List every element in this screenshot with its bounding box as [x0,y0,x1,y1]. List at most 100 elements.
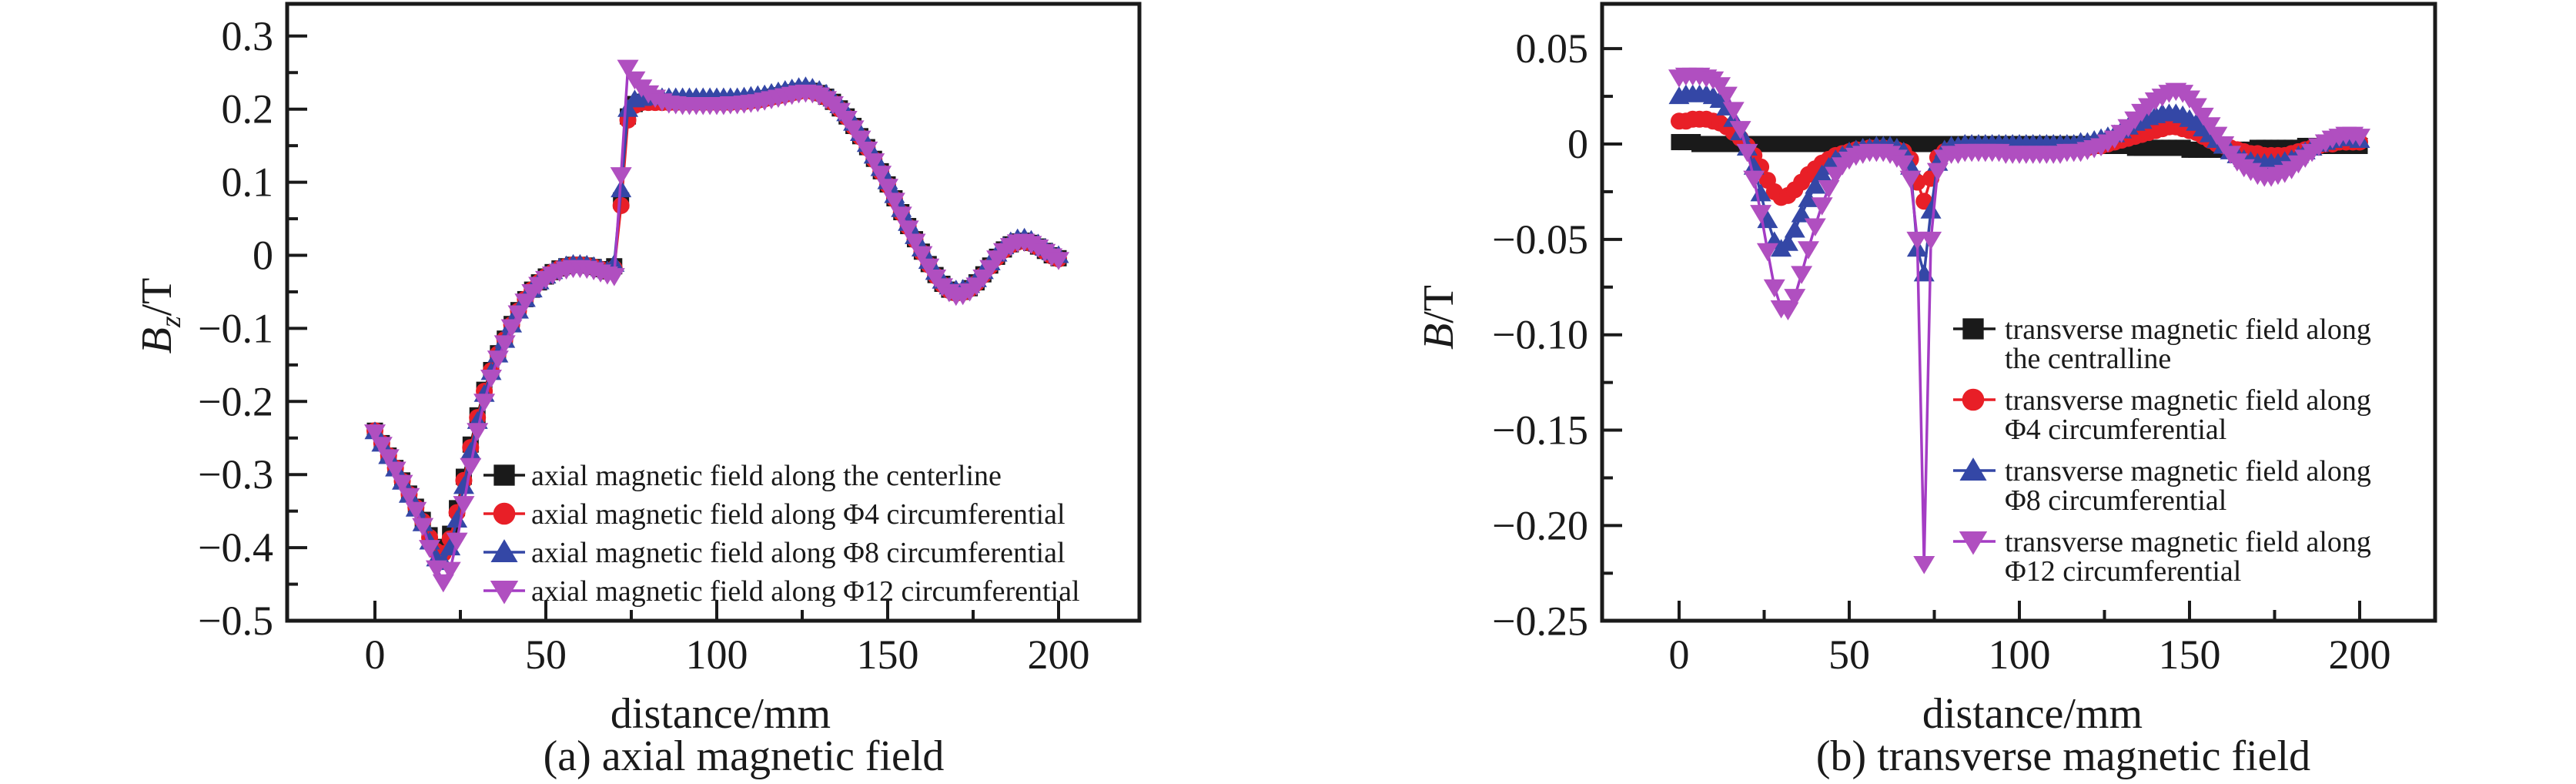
y-tick-label: 0.3 [222,13,274,59]
triangle-down-marker [1750,205,1772,223]
triangle-down-marker [610,167,632,186]
triangle-down-marker [500,319,523,338]
y-tick-label: 0.2 [222,86,274,132]
triangle-down-marker [507,305,530,323]
x-tick-label: 0 [365,632,386,678]
legend-circle-icon [1962,388,1985,411]
y-tick-label: −0.05 [1492,216,1588,263]
legend-triangle-up-icon [1959,457,1987,481]
triangle-down-marker [432,574,454,593]
triangle-down-marker [493,335,516,353]
x-tick-label: 50 [525,632,567,678]
x-tick-label: 50 [1828,632,1870,678]
triangle-down-marker [2199,117,2221,136]
y-tick-label: −0.5 [198,598,273,644]
legend-square-icon [493,464,515,486]
legend-circle-icon [493,502,516,525]
legend-triangle-down-icon [490,581,519,605]
triangle-down-marker [897,220,919,239]
triangle-down-marker [446,532,468,551]
triangle-down-marker [480,369,502,388]
legend-label: transverse magnetic field along [2005,313,2371,346]
triangle-down-marker [1722,102,1745,120]
triangle-down-marker [460,457,482,477]
triangle-down-marker [1818,179,1840,199]
y-tick-label: −0.1 [198,305,273,351]
triangle-down-marker [870,166,892,184]
triangle-up-marker [1743,156,1765,175]
triangle-down-marker [467,423,489,441]
triangle-down-marker [391,474,413,494]
legend-label: axial magnetic field along Φ8 circumfere… [531,537,1066,569]
triangle-down-marker [1926,162,1949,182]
triangle-down-marker [1797,241,1819,260]
chart-caption: (b) transverse magnetic field [1816,732,2310,780]
triangle-down-marker [918,258,940,277]
triangle-up-marker [460,441,481,460]
triangle-down-marker [1756,243,1778,262]
series-2 [364,76,1069,571]
triangle-down-marker [2206,126,2228,146]
triangle-up-marker [1791,204,1812,223]
legend-label: transverse magnetic field along [2005,384,2371,417]
y-tick-label: 0 [1567,121,1588,167]
triangle-down-marker [1913,555,1935,575]
legend-triangle-down-icon [1959,531,1988,555]
triangle-down-marker [2192,107,2214,126]
triangle-down-marker [473,394,496,412]
triangle-down-marker [1777,302,1799,320]
triangle-down-marker [849,130,871,149]
triangle-down-marker [405,501,427,521]
legend-label: transverse magnetic field along [2005,526,2371,558]
triangle-up-marker [1777,233,1798,251]
triangle-down-marker [377,449,400,467]
legend-label: axial magnetic field along the centerlin… [531,460,1002,492]
x-tick-label: 100 [686,632,748,678]
y-tick-label: −0.15 [1492,407,1588,454]
triangle-up-marker [1805,176,1826,194]
y-tick-label: −0.2 [198,378,273,424]
triangle-down-marker [1920,231,1942,250]
axis-title-y: B/T [1415,285,1463,350]
legend-square-icon [1962,318,1984,340]
legend-label: Φ4 circumferential [2005,414,2226,446]
triangle-down-marker [617,59,639,79]
triangle-up-marker [453,476,474,494]
triangle-down-marker [904,233,926,252]
triangle-down-marker [453,496,475,514]
y-tick-label: 0.05 [1516,25,1589,72]
triangle-down-marker [1784,289,1806,307]
triangle-down-marker [1736,143,1758,162]
triangle-down-marker [863,153,885,172]
triangle-down-marker [487,350,509,369]
triangle-down-marker [2349,129,2370,147]
x-tick-label: 200 [1028,632,1090,678]
triangle-down-marker [1892,155,1915,174]
y-tick-label: −0.4 [198,524,273,571]
triangle-down-marker [835,111,858,129]
axis-title-y: Bz/T [133,278,187,354]
triangle-down-marker [419,540,441,558]
y-tick-label: −0.25 [1492,598,1588,644]
triangle-down-marker [1715,86,1738,106]
triangle-up-marker [1750,183,1771,202]
legend-label: transverse magnetic field along [2005,455,2371,487]
triangle-down-marker [1048,252,1069,270]
triangle-down-marker [364,424,386,443]
y-tick-label: −0.20 [1492,502,1588,548]
triangle-down-marker [412,518,434,537]
triangle-up-marker [1920,200,1942,219]
triangle-down-marker [1729,121,1751,139]
chart-axial-magnetic-field: 0 50 100 150 200 0.3 0.2 0.1 0 −0.1 −0.2 −0.3 −0.4 −0… [133,2,1142,780]
legend-label: axial magnetic field along Φ4 circumfere… [531,498,1066,531]
y-tick-label: −0.10 [1492,312,1588,358]
x-tick-label: 150 [857,632,919,678]
x-tick-label: 100 [1989,632,2051,678]
series-3 [1668,67,2370,575]
x-tick-label: 200 [2329,632,2391,678]
legend-label: the centralline [2005,343,2171,375]
triangle-down-marker [1791,266,1813,284]
y-tick-label: 0.1 [222,159,274,206]
circle-marker [612,196,630,214]
